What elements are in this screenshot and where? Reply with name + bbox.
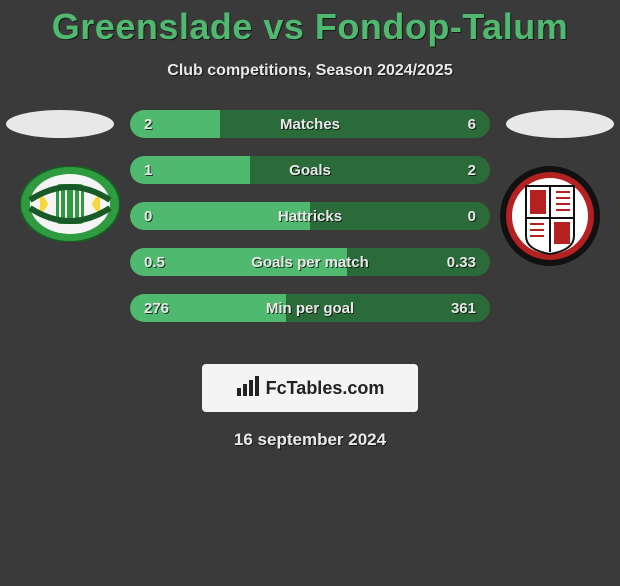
stat-label: Matches	[130, 110, 490, 138]
stat-bar: 12Goals	[130, 156, 490, 184]
comparison-date: 16 september 2024	[0, 430, 620, 450]
stat-label: Goals	[130, 156, 490, 184]
left-club-crest	[20, 166, 120, 242]
left-player-oval	[6, 110, 114, 138]
stat-bar: 26Matches	[130, 110, 490, 138]
page-title: Greenslade vs Fondop-Talum	[0, 6, 620, 48]
stat-label: Min per goal	[130, 294, 490, 322]
comparison-panel: 26Matches 12Goals 00Hattricks 0.50.33Goals …	[0, 110, 620, 350]
stat-bars: 26Matches 12Goals 00Hattricks 0.50.33Goals …	[130, 110, 490, 340]
stat-bar: 00Hattricks	[130, 202, 490, 230]
watermark-text: FcTables.com	[266, 378, 385, 399]
bar-chart-icon	[236, 376, 260, 401]
page-subtitle: Club competitions, Season 2024/2025	[0, 62, 620, 80]
stat-label: Hattricks	[130, 202, 490, 230]
right-club-crest	[500, 166, 600, 266]
right-player-oval	[506, 110, 614, 138]
stat-bar: 0.50.33Goals per match	[130, 248, 490, 276]
stat-bar: 276361Min per goal	[130, 294, 490, 322]
stat-label: Goals per match	[130, 248, 490, 276]
watermark: FcTables.com	[202, 364, 418, 412]
